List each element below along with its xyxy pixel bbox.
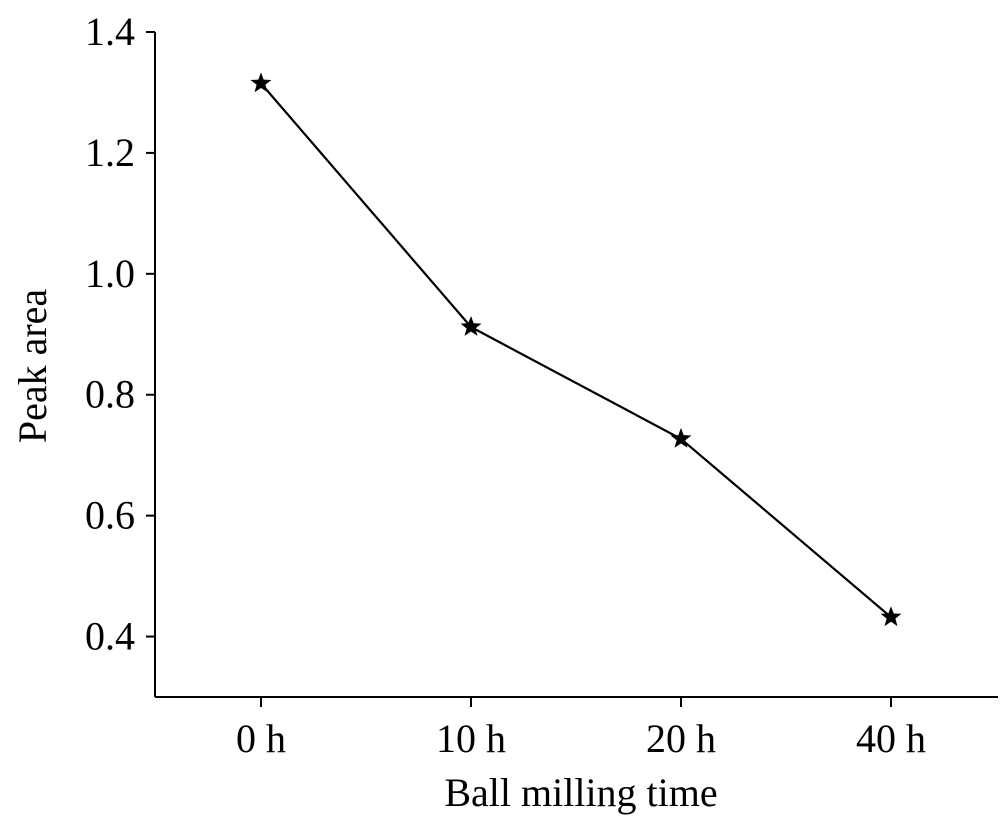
y-tick-label: 0.8 [85,372,135,417]
x-tick-label: 10 h [436,716,506,761]
data-point-star [460,316,482,336]
data-point-star [250,72,272,93]
y-tick-label: 1.4 [85,9,135,54]
y-tick-label: 0.4 [85,614,135,659]
y-tick-label: 1.2 [85,130,135,175]
x-tick-label: 20 h [646,716,716,761]
y-axis-title: Peak area [10,289,55,444]
x-tick-label: 0 h [236,716,286,761]
series-line [260,82,892,619]
data-point-star [670,427,692,448]
y-tick-label: 1.0 [85,251,135,296]
data-point-star [880,606,902,627]
x-axis-title: Ball milling time [444,770,717,815]
y-tick-label: 0.6 [85,493,135,538]
x-tick-label: 40 h [856,716,926,761]
plot-area: 0.4 0.6 0.8 1.0 1.2 1.4 0 h 10 h 20 h 40 h [85,9,998,761]
